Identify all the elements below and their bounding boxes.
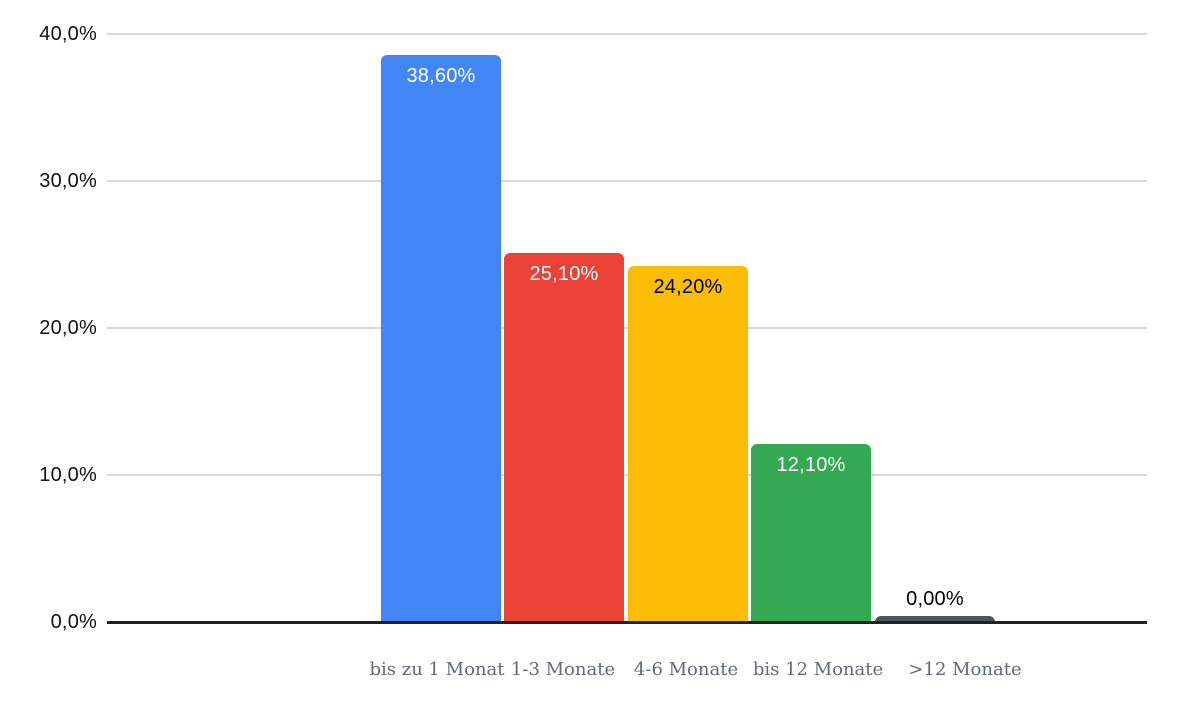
y-axis-tick-label: 40,0% — [39, 23, 97, 45]
y-axis-tick-label: 30,0% — [39, 170, 97, 192]
x-axis-category-label: bis zu 1 Monat — [369, 659, 505, 680]
gridline — [107, 327, 1147, 329]
bar-value-label: 12,10% — [776, 454, 846, 477]
bar-4 — [751, 444, 871, 622]
bar-3 — [628, 266, 748, 622]
bar-value-label: 24,20% — [653, 276, 723, 299]
gridline — [107, 33, 1147, 35]
gridline — [107, 180, 1147, 182]
x-axis-line — [107, 621, 1147, 624]
bar-5 — [875, 616, 995, 622]
y-axis-tick-label: 0,0% — [50, 611, 97, 633]
bar-value-label: 38,60% — [406, 64, 476, 87]
gridline — [107, 474, 1147, 476]
bar-2 — [504, 253, 624, 622]
y-axis-tick-label: 20,0% — [39, 317, 97, 339]
x-axis-category-label: 4-6 Monate — [633, 659, 739, 680]
y-axis-tick-label: 10,0% — [39, 464, 97, 486]
x-axis-category-label: >12 Monate — [908, 659, 1022, 680]
x-axis-category-label: 1-3 Monate — [510, 659, 616, 680]
bar-value-label: 0,00% — [906, 588, 964, 610]
bar-value-label: 25,10% — [529, 263, 599, 286]
bar-1 — [381, 54, 501, 622]
x-axis-category-label: bis 12 Monate — [752, 659, 884, 680]
